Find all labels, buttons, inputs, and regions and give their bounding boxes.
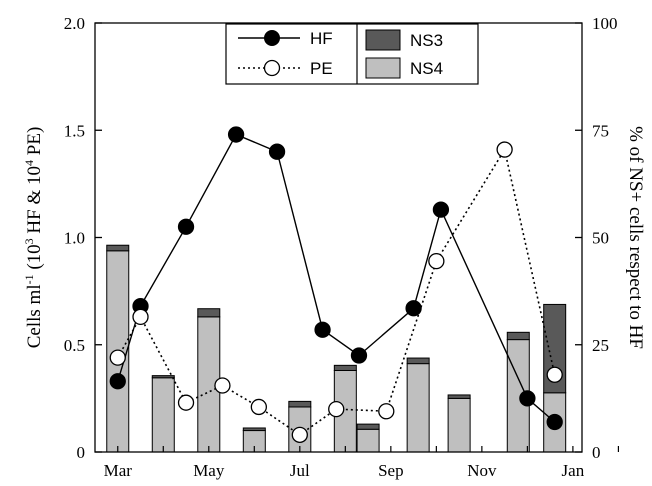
bar-ns3 [506,331,530,341]
y-left-tick-label: 1.5 [64,121,85,140]
bar-ns3 [288,400,312,408]
marker-hf [519,390,536,407]
bar-ns3 [333,364,357,371]
x-tick-label: Jan [562,461,585,480]
x-tick-label: Mar [104,461,133,480]
marker-hf [546,413,563,431]
y-right-tick-label: 100 [592,14,618,33]
marker-hf [109,373,126,390]
axes-layer: 0 0.5 1.0 1.5 2.0 0 25 50 75 100 Mar May Jul Sep Nov Ja… [64,14,620,480]
marker-hf [350,347,368,364]
x-tick-label: Jul [290,461,310,480]
bars-layer [106,244,567,453]
y-right-tick-label: 0 [592,443,601,462]
x-tick-label: Nov [467,461,497,480]
marker-pe [378,403,395,420]
y-right-tick-label: 75 [592,121,609,140]
x-tick-label: Sep [378,461,404,480]
marker-pe [546,366,563,383]
legend-ns4-swatch [365,57,401,79]
bar-ns3 [447,394,471,399]
bar-ns3 [106,244,130,252]
marker-hf [177,218,195,235]
marker-hf [314,321,331,338]
legend-ns4-label: NS4 [410,59,443,78]
y-right-tick-label: 25 [592,336,609,355]
marker-pe [328,400,345,418]
y-right-tick-label: 50 [592,229,609,248]
marker-pe [109,349,126,366]
marker-hf [405,300,422,317]
marker-pe [291,426,308,443]
y-left-axis-title-part: 4 [22,160,36,166]
y-left-axis-title-part: -1 [22,274,36,284]
legend-hf-label: HF [310,29,333,48]
y-right-axis-title: % of NS+ cells respect to HF [625,126,646,349]
y-left-axis-title-part: Cells ml [24,284,45,348]
marker-pe [132,308,149,326]
legend-pe-label: PE [310,59,333,78]
y-left-axis-title-part: 3 [22,238,36,244]
marker-hf [268,143,286,160]
marker-pe [428,252,445,270]
bar-ns3 [197,308,221,318]
marker-pe [250,398,268,416]
marker-hf [432,201,450,218]
legend: HF PE NS3 NS4 [225,23,479,85]
y-left-axis-title-part: (10 [24,244,45,274]
y-left-axis-title-part: PE) [24,127,45,160]
y-left-tick-label: 2.0 [64,14,85,33]
bar-ns3 [151,375,175,379]
marker-pe [214,377,231,394]
x-tick-label: May [193,461,225,480]
axis-titles: Cells ml-1 (103 HF & 104 PE) % of NS+ cel… [22,126,646,349]
legend-ns3-swatch [365,29,401,51]
y-left-tick-label: 0 [77,443,86,462]
marker-pe [177,394,195,411]
bar-ns3 [406,357,430,365]
bar-ns4 [406,363,430,453]
bar-ns4 [151,377,175,453]
bar-ns3 [356,423,380,430]
marker-hf [227,126,245,143]
bar-ns3 [242,427,266,432]
legend-hf-marker [264,30,280,46]
y-left-axis-title: Cells ml-1 (103 HF & 104 PE) [22,127,45,349]
y-left-tick-label: 0.5 [64,336,85,355]
y-left-axis-title-part: HF & 10 [24,166,45,238]
markers-layer [109,126,563,443]
legend-pe-marker [263,59,281,77]
legend-ns3-label: NS3 [410,31,443,50]
marker-pe [496,141,513,158]
bar-ns4 [447,397,471,453]
y-left-tick-label: 1.0 [64,229,85,248]
bar-ns4 [356,428,380,453]
